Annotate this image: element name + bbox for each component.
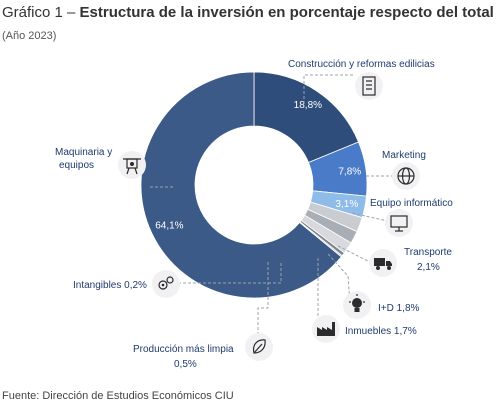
leader-line-construccion bbox=[303, 74, 355, 104]
slice-value-label: 3,1% bbox=[335, 199, 358, 210]
leader-lines bbox=[150, 74, 393, 334]
slice-value-labels: 18,8% 7,8% 3,1% 64,1% bbox=[155, 100, 361, 231]
label-inmuebles: Inmuebles 1,7% bbox=[345, 326, 417, 337]
label-transporte-name: Transporte bbox=[404, 247, 452, 258]
label-id: I+D 1,8% bbox=[378, 303, 420, 314]
leader-line-transporte bbox=[337, 245, 371, 263]
machinery-icon bbox=[118, 151, 146, 179]
leader-line-produccion bbox=[257, 262, 269, 334]
slice-value-label: 18,8% bbox=[294, 100, 322, 111]
label-intangibles: Intangibles 0,2% bbox=[73, 280, 147, 291]
chart-title: Gráfico 1 – Estructura de la inversión e… bbox=[2, 4, 494, 21]
gears-icon bbox=[152, 270, 180, 298]
slice-maquinaria-y-equipos bbox=[140, 71, 342, 299]
chart-title-prefix: Gráfico 1 – bbox=[2, 4, 80, 21]
truck-icon bbox=[369, 249, 397, 277]
leader-line-equipo bbox=[351, 212, 393, 223]
slice-value-label: 64,1% bbox=[155, 220, 183, 231]
slice-value-label: 7,8% bbox=[338, 166, 361, 177]
globe-icon bbox=[392, 162, 420, 190]
chart-title-main: Estructura de la inversión en porcentaje… bbox=[79, 4, 494, 21]
label-maquinaria-line1: Maquinaria y bbox=[55, 147, 112, 158]
donut-slices bbox=[140, 71, 368, 299]
monitor-icon bbox=[385, 209, 413, 237]
source-note: Fuente: Dirección de Estudios Económicos… bbox=[2, 390, 234, 402]
chart-subtitle: (Año 2023) bbox=[2, 30, 57, 42]
label-equipo: Equipo informático bbox=[370, 198, 453, 209]
factory-icon bbox=[312, 315, 340, 343]
slice-construcción-y-reformas-edilicias bbox=[253, 71, 360, 164]
lightbulb-icon bbox=[343, 291, 371, 319]
label-produccion-name: Producción más limpia bbox=[133, 344, 234, 355]
label-maquinaria-line2: equipos bbox=[59, 160, 94, 171]
leader-line-intangibles bbox=[180, 263, 282, 284]
label-construccion: Construcción y reformas edilicias bbox=[288, 59, 435, 70]
label-produccion-value: 0,5% bbox=[174, 359, 197, 370]
label-marketing: Marketing bbox=[382, 150, 426, 161]
leaf-icon bbox=[245, 333, 273, 361]
label-transporte-value: 2,1% bbox=[417, 262, 440, 273]
building-icon bbox=[355, 72, 383, 100]
